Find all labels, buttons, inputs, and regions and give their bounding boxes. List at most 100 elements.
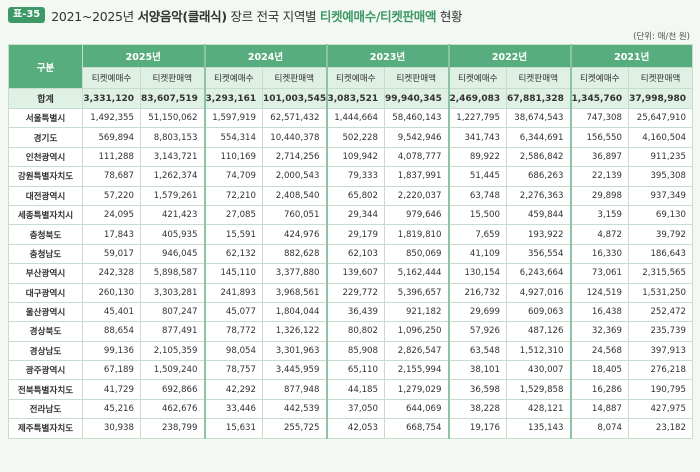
cell: 32,369 bbox=[569, 321, 629, 342]
sub-header-row: 티켓예매수 티켓판매액 티켓예매수 티켓판매액 티켓예매수 티켓판매액 티켓예매… bbox=[9, 67, 693, 89]
year-header: 2022년 bbox=[447, 44, 571, 68]
cell: 30,938 bbox=[82, 418, 141, 439]
cell: 4,872 bbox=[569, 224, 629, 245]
cell: 8,803,153 bbox=[140, 127, 205, 148]
cell: 24,568 bbox=[569, 340, 629, 362]
cell: 37,998,980 bbox=[628, 88, 693, 109]
cell: 38,101 bbox=[447, 360, 507, 381]
cell: 79,333 bbox=[325, 166, 385, 187]
sub-header-count: 티켓예매수 bbox=[203, 67, 263, 89]
cell: 36,598 bbox=[447, 379, 507, 400]
cell: 459,844 bbox=[506, 204, 571, 226]
cell: 18,405 bbox=[569, 360, 629, 381]
cell: 487,126 bbox=[506, 321, 571, 342]
cell: 692,866 bbox=[140, 379, 205, 400]
cell: 2,276,363 bbox=[506, 185, 571, 206]
cell: 1,837,991 bbox=[384, 166, 449, 187]
table-row: 인천광역시 111,288 3,143,721 110,169 2,714,256 109… bbox=[8, 146, 693, 168]
cell: 45,401 bbox=[82, 301, 141, 323]
cell: 51,445 bbox=[447, 166, 507, 187]
year-header: 2024년 bbox=[203, 44, 327, 68]
cell: 62,103 bbox=[325, 243, 385, 265]
cell: 2,105,359 bbox=[140, 340, 205, 362]
cell: 59,017 bbox=[82, 243, 141, 265]
row-label: 부산광역시 bbox=[8, 263, 83, 284]
cell: 25,647,910 bbox=[628, 107, 693, 129]
cell: 2,408,540 bbox=[262, 185, 327, 206]
cell: 229,772 bbox=[325, 282, 385, 303]
cell: 10,440,378 bbox=[262, 127, 327, 148]
table-row: 경상북도 88,654 877,491 78,772 1,326,122 80,802 1,… bbox=[8, 321, 693, 342]
cell: 1,262,374 bbox=[140, 166, 205, 187]
cell: 2,826,547 bbox=[384, 340, 449, 362]
title-genre: 서양음악(클래식) bbox=[137, 8, 228, 24]
row-label: 인천광역시 bbox=[8, 146, 83, 168]
cell: 62,132 bbox=[203, 243, 263, 265]
cell: 4,927,016 bbox=[506, 282, 571, 303]
row-label: 경기도 bbox=[8, 127, 83, 148]
cell: 341,743 bbox=[447, 127, 507, 148]
cell: 430,007 bbox=[506, 360, 571, 381]
cell: 421,423 bbox=[140, 204, 205, 226]
cell: 7,659 bbox=[447, 224, 507, 245]
cell: 1,529,858 bbox=[506, 379, 571, 400]
cell: 130,154 bbox=[447, 263, 507, 284]
cell: 110,169 bbox=[203, 146, 263, 168]
cell: 83,607,519 bbox=[140, 88, 205, 109]
row-label: 충청북도 bbox=[8, 224, 83, 245]
cell: 3,331,120 bbox=[82, 88, 141, 109]
year-header: 2025년 bbox=[82, 44, 205, 68]
cell: 101,003,545 bbox=[262, 88, 327, 109]
cell: 644,069 bbox=[384, 398, 449, 420]
cell: 3,445,959 bbox=[262, 360, 327, 381]
cell: 45,216 bbox=[82, 398, 141, 420]
cell: 1,096,250 bbox=[384, 321, 449, 342]
sub-header-sales: 티켓판매액 bbox=[384, 67, 449, 89]
cell: 3,143,721 bbox=[140, 146, 205, 168]
cell: 38,228 bbox=[447, 398, 507, 420]
cell: 1,512,310 bbox=[506, 340, 571, 362]
year-header: 2023년 bbox=[325, 44, 449, 68]
table-row: 충청남도 59,017 946,045 62,132 882,628 62,103 850,… bbox=[8, 243, 693, 265]
cell: 1,444,664 bbox=[325, 107, 385, 129]
table-row: 울산광역시 45,401 807,247 45,077 1,804,044 36,439 9… bbox=[8, 301, 693, 323]
cell: 15,591 bbox=[203, 224, 263, 245]
year-header: 2021년 bbox=[569, 44, 693, 68]
cell: 45,077 bbox=[203, 301, 263, 323]
cell: 109,942 bbox=[325, 146, 385, 168]
cell: 6,243,664 bbox=[506, 263, 571, 284]
cell: 57,926 bbox=[447, 321, 507, 342]
cell: 356,554 bbox=[506, 243, 571, 265]
table-row: 대구광역시 260,130 3,303,281 241,893 3,968,561 229… bbox=[8, 282, 693, 303]
cell: 1,819,810 bbox=[384, 224, 449, 245]
cell: 747,308 bbox=[569, 107, 629, 129]
cell: 2,586,842 bbox=[506, 146, 571, 168]
cell: 3,083,521 bbox=[325, 88, 385, 109]
cell: 882,628 bbox=[262, 243, 327, 265]
cell: 58,460,143 bbox=[384, 107, 449, 129]
cell: 405,935 bbox=[140, 224, 205, 245]
sub-header-sales: 티켓판매액 bbox=[262, 67, 327, 89]
cell: 19,176 bbox=[447, 418, 507, 439]
cell: 3,968,561 bbox=[262, 282, 327, 303]
cell: 99,940,345 bbox=[384, 88, 449, 109]
cell: 2,000,543 bbox=[262, 166, 327, 187]
cell: 33,446 bbox=[203, 398, 263, 420]
cell: 2,469,083 bbox=[447, 88, 507, 109]
row-label: 제주특별자치도 bbox=[8, 418, 83, 439]
cell: 145,110 bbox=[203, 263, 263, 284]
cell: 99,136 bbox=[82, 340, 141, 362]
cell: 57,220 bbox=[82, 185, 141, 206]
cell: 238,799 bbox=[140, 418, 205, 439]
cell: 395,308 bbox=[628, 166, 693, 187]
cell: 88,654 bbox=[82, 321, 141, 342]
gubun-header: 구분 bbox=[8, 44, 83, 89]
cell: 156,550 bbox=[569, 127, 629, 148]
cell: 37,050 bbox=[325, 398, 385, 420]
cell: 74,709 bbox=[203, 166, 263, 187]
cell: 427,975 bbox=[628, 398, 693, 420]
total-row: 합계 3,331,120 83,607,519 3,293,161 101,00… bbox=[8, 88, 693, 109]
cell: 260,130 bbox=[82, 282, 141, 303]
row-label: 충청남도 bbox=[8, 243, 83, 265]
title-suffix: 현황 bbox=[436, 8, 463, 24]
